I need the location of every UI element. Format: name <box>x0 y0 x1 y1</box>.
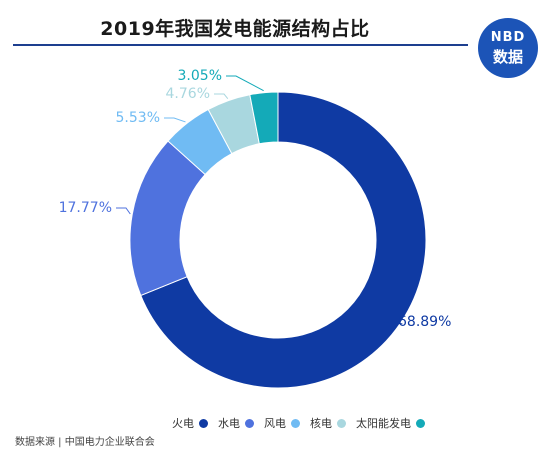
legend-item-0: 火电 <box>172 415 208 431</box>
leader-line-4 <box>226 75 264 92</box>
legend-item-3: 核电 <box>310 415 346 431</box>
legend-marker-4 <box>416 418 425 428</box>
legend-item-1: 水电 <box>218 415 254 431</box>
legend-label-1: 水电 <box>218 417 240 430</box>
data-label-4: 3.05% <box>178 68 222 84</box>
logo-text-bottom: 数据 <box>492 48 523 66</box>
leader-line-3 <box>214 93 229 99</box>
leader-line-1 <box>116 207 131 215</box>
nbd-logo: NBD 数据 <box>478 18 538 78</box>
slice-0 <box>140 91 427 389</box>
legend-label-3: 核电 <box>310 417 332 430</box>
logo-text-top: NBD <box>490 30 526 45</box>
legend-item-2: 风电 <box>264 415 300 431</box>
legend-marker-3 <box>337 418 346 428</box>
chart-title: 2019年我国发电能源结构占比 <box>100 18 370 40</box>
legend-label-4: 太阳能发电 <box>356 417 411 430</box>
leader-line-0 <box>383 321 403 325</box>
title-underline <box>13 44 468 46</box>
legend-marker-1 <box>245 418 254 428</box>
legend-label-0: 火电 <box>172 417 194 430</box>
data-label-3: 4.76% <box>166 86 210 102</box>
data-label-0: 68.89% <box>398 314 451 330</box>
leader-line-2 <box>164 117 186 123</box>
data-label-2: 5.53% <box>116 110 160 126</box>
legend-label-2: 风电 <box>264 417 286 430</box>
legend-marker-0 <box>199 418 208 428</box>
data-source: 数据来源 | 中国电力企业联合会 <box>15 437 155 448</box>
data-label-1: 17.77% <box>59 200 112 216</box>
chart-legend: 火电 水电 风电 核电 太阳能发电 <box>172 416 435 430</box>
legend-marker-2 <box>291 418 300 428</box>
slice-4 <box>249 91 279 145</box>
legend-item-4: 太阳能发电 <box>356 415 425 431</box>
